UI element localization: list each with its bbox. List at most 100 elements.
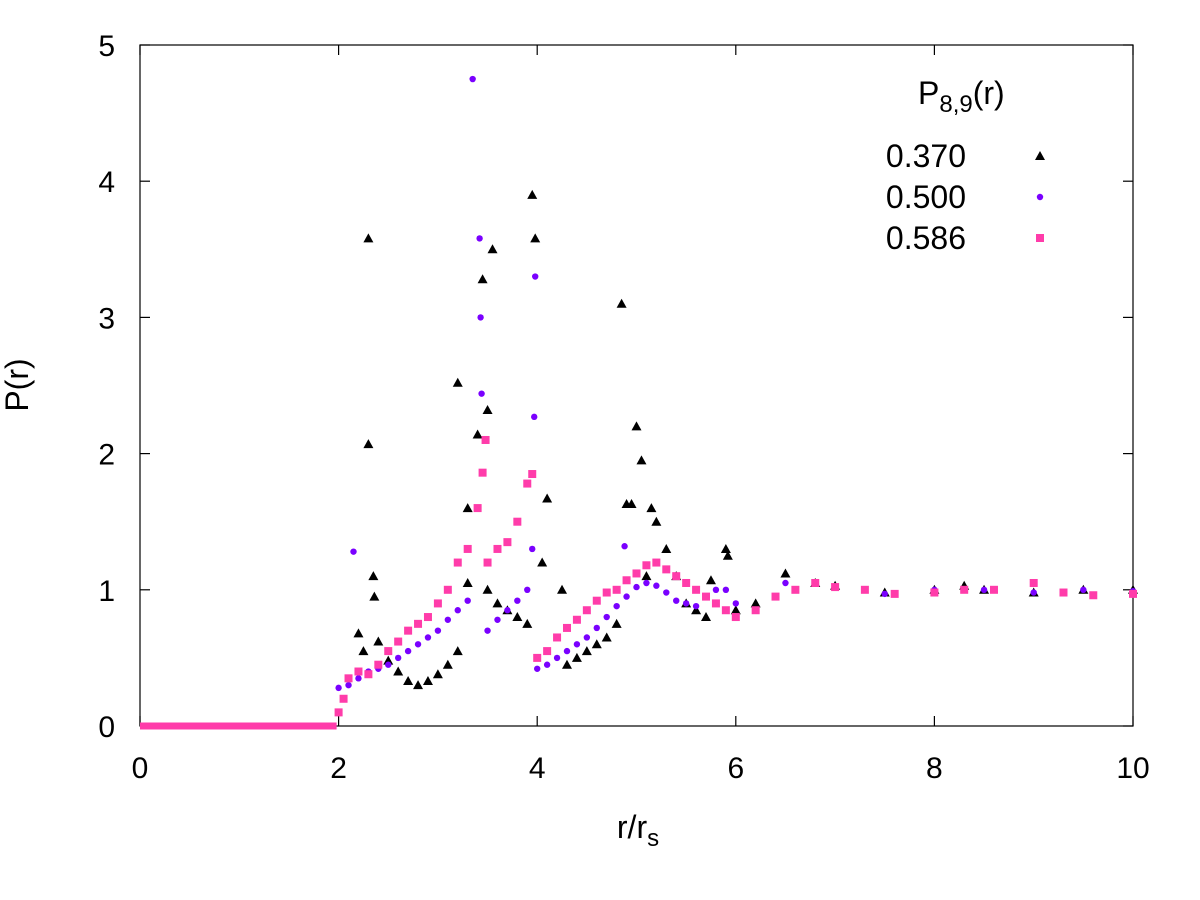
data-point: [692, 585, 701, 594]
data-point: [477, 274, 488, 284]
data-point: [454, 607, 461, 614]
x-tick-label: 0: [132, 752, 149, 785]
data-point: [771, 592, 780, 601]
data-point: [663, 589, 670, 596]
data-point: [890, 589, 899, 598]
data-point: [782, 579, 789, 587]
x-tick-label: 8: [926, 752, 943, 785]
series-3: [334, 435, 1137, 717]
plot-frame: [139, 44, 1134, 727]
data-point: [537, 557, 548, 567]
data-point: [652, 558, 661, 567]
data-point: [557, 584, 568, 594]
y-tick-label: 3: [98, 302, 115, 335]
y-tick-label: 5: [98, 30, 115, 63]
data-point: [364, 670, 373, 679]
data-point: [591, 639, 602, 649]
data-point: [701, 612, 712, 622]
data-point: [643, 579, 650, 587]
data-point: [442, 659, 453, 669]
data-point: [424, 634, 432, 641]
data-point: [529, 545, 536, 553]
data-point: [463, 544, 472, 553]
data-point: [494, 616, 501, 623]
data-point: [702, 592, 711, 601]
data-point: [561, 659, 572, 669]
data-point: [432, 669, 443, 679]
data-point: [731, 613, 740, 622]
data-point: [602, 588, 611, 597]
data-point: [423, 613, 432, 622]
data-point: [572, 615, 581, 624]
data-point: [444, 616, 452, 623]
data-point: [345, 681, 352, 689]
data-point: [791, 585, 800, 594]
data-point: [353, 628, 364, 638]
data-point: [780, 568, 791, 578]
data-point: [662, 565, 671, 574]
data-point: [524, 586, 531, 593]
data-point: [651, 516, 662, 526]
data-point: [354, 667, 363, 676]
data-point: [831, 583, 840, 592]
legend-item-2-marker: [1036, 193, 1044, 201]
data-point: [477, 314, 484, 321]
data-point: [960, 585, 969, 594]
y-tick-label: 2: [98, 439, 115, 472]
data-point: [335, 684, 342, 692]
data-point: [452, 646, 463, 656]
x-tick-label: 2: [330, 752, 347, 785]
data-point: [434, 627, 442, 634]
data-point: [980, 586, 988, 593]
data-point: [673, 597, 680, 604]
data-point: [385, 661, 392, 668]
data-point: [603, 613, 610, 621]
data-point: [476, 235, 483, 242]
data-point: [350, 548, 357, 555]
x-tick-label: 6: [727, 752, 744, 785]
data-point: [672, 572, 681, 581]
data-point: [383, 655, 394, 665]
data-point: [621, 543, 628, 550]
data-point: [543, 647, 552, 656]
data-point: [692, 602, 700, 610]
x-axis-label: r/rs: [617, 809, 659, 852]
data-point: [722, 586, 730, 593]
data-point: [413, 680, 424, 690]
y-tick-label: 4: [98, 166, 115, 199]
data-point: [472, 429, 483, 439]
data-point: [484, 627, 491, 634]
data-point: [633, 583, 640, 591]
data-point: [1080, 586, 1087, 593]
legend-item-3-marker: [1036, 234, 1044, 242]
data-point: [403, 676, 414, 686]
legend-title-suffix: (r): [973, 75, 1005, 111]
data-point: [358, 646, 369, 656]
data-point: [730, 605, 741, 615]
data-point: [394, 637, 403, 646]
data-point: [530, 233, 541, 243]
x-tick-label: 4: [529, 752, 546, 785]
legend: P8,9(r) 0.370 0.500 0.586: [886, 75, 1045, 256]
data-point: [563, 647, 571, 655]
data-point: [404, 626, 413, 635]
data-point: [646, 503, 657, 513]
data-point: [531, 413, 538, 421]
data-point: [394, 654, 402, 662]
data-point: [492, 598, 503, 608]
data-point: [534, 665, 541, 672]
y-axis-label: P(r): [0, 358, 35, 411]
data-point: [583, 634, 591, 641]
x-axis-label-main: r/r: [617, 809, 648, 845]
data-point: [636, 455, 647, 465]
data-point: [453, 558, 462, 567]
data-point: [522, 618, 533, 628]
legend-markers: [1035, 151, 1045, 242]
data-point: [1129, 589, 1137, 598]
data-point: [641, 571, 652, 581]
data-point: [344, 674, 353, 683]
data-point: [661, 543, 672, 553]
data-point: [553, 654, 561, 662]
data-point: [705, 575, 716, 585]
